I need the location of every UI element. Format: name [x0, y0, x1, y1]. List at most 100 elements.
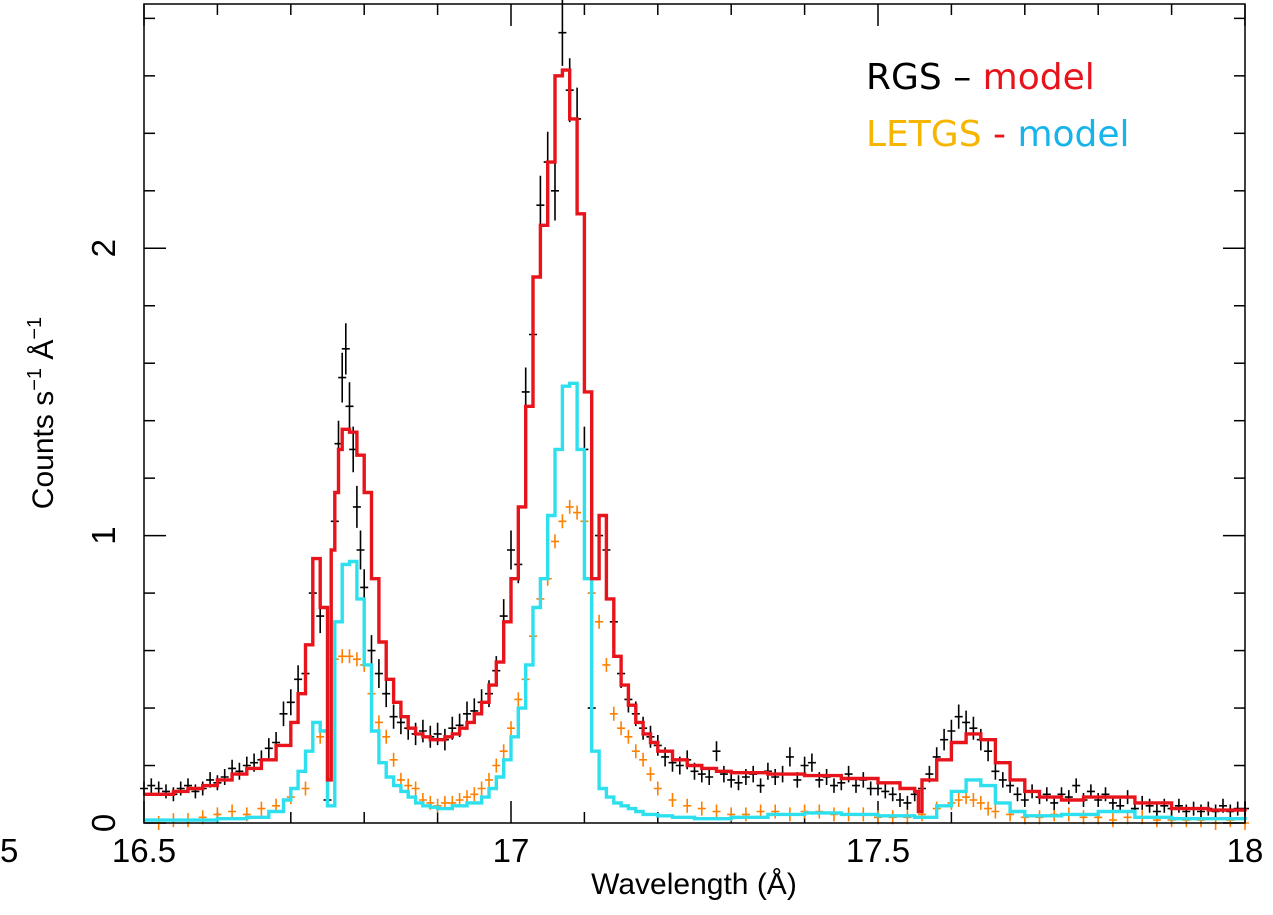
data-point	[785, 747, 794, 767]
data-point	[558, 514, 567, 529]
y-tick-label: 0	[85, 814, 122, 832]
data-point	[646, 767, 655, 782]
data-point	[617, 721, 626, 736]
data-point	[639, 752, 648, 767]
y-axis-label: Counts s−1 Å−1	[24, 317, 60, 509]
data-point	[1108, 813, 1117, 828]
legend-letgs-label: LETGS	[866, 114, 982, 155]
data-point	[367, 635, 376, 667]
data-point	[338, 352, 347, 403]
axis-labels: 16.5 17 17.5 18 5 0 1 2	[0, 239, 1263, 869]
x-tick-label: 17	[493, 832, 530, 869]
x-tick-label-fragment: 5	[0, 832, 18, 869]
data-point	[411, 781, 420, 796]
data-point	[514, 692, 523, 707]
data-point	[1072, 778, 1081, 793]
data-point	[352, 485, 361, 528]
data-point	[507, 721, 515, 736]
y-tick-label: 2	[85, 239, 122, 257]
y-axis-label-exp-2: −1	[24, 317, 46, 340]
data-point	[712, 804, 721, 819]
data-point	[191, 784, 200, 799]
data-point	[352, 652, 361, 667]
data-point	[345, 382, 354, 431]
data-point	[220, 769, 229, 785]
data-point	[485, 772, 493, 787]
data-point	[294, 665, 303, 694]
data-point	[602, 657, 611, 672]
data-point	[1094, 793, 1103, 807]
data-point	[719, 765, 728, 783]
data-point	[984, 801, 993, 816]
series-layer	[140, 0, 1249, 830]
data-point	[962, 710, 971, 735]
data-point	[705, 769, 714, 785]
data-point	[228, 804, 237, 819]
x-tick-label: 17.5	[846, 832, 910, 869]
data-point	[903, 795, 912, 810]
data-point	[624, 729, 633, 744]
data-point	[301, 781, 310, 796]
data-point	[984, 741, 993, 762]
data-point	[470, 787, 479, 802]
data-point	[551, 161, 559, 221]
data-point	[374, 715, 383, 730]
model-line-letgs	[144, 381, 1247, 822]
data-point	[1064, 790, 1073, 805]
data-point	[756, 778, 765, 793]
data-point	[976, 795, 985, 810]
data-point	[852, 778, 860, 793]
data-point	[1160, 798, 1169, 813]
data-point	[1042, 787, 1051, 802]
data-point	[257, 801, 266, 816]
data-point	[1174, 798, 1183, 813]
data-point	[734, 775, 743, 791]
data-point	[345, 649, 354, 664]
data-point	[991, 804, 1000, 819]
data-point	[969, 716, 978, 740]
data-point	[235, 762, 244, 780]
data-point	[338, 649, 347, 664]
data-point	[771, 769, 780, 785]
data-point	[341, 323, 350, 375]
data-point	[1182, 804, 1191, 819]
y-axis-label-unit: Å	[27, 340, 60, 368]
x-tick-label: 18	[1227, 832, 1264, 869]
data-point	[356, 530, 365, 570]
data-point	[697, 801, 706, 816]
data-point	[418, 719, 427, 743]
data-point	[888, 787, 897, 802]
data-point	[991, 762, 1000, 780]
data-point	[712, 741, 721, 762]
data-point	[595, 614, 604, 629]
data-point	[881, 784, 890, 799]
plot-frame	[143, 3, 1246, 824]
data-point	[198, 810, 207, 825]
x-tick-label: 16.5	[112, 832, 176, 869]
legend-entry-rgs: RGS – model	[866, 57, 1095, 98]
data-point	[507, 530, 515, 570]
legend-rgs-model: model	[983, 57, 1095, 98]
data-point	[954, 793, 963, 807]
data-point	[264, 738, 273, 759]
data-point	[382, 680, 391, 708]
data-point	[565, 499, 574, 514]
data-point	[286, 689, 295, 716]
data-point	[1101, 787, 1110, 802]
legend: RGS – model LETGS - model	[866, 57, 1130, 155]
data-point	[940, 728, 949, 751]
data-point	[176, 781, 185, 796]
y-axis-label-exp-1: −1	[24, 368, 46, 391]
data-point	[1013, 787, 1022, 802]
data-point	[800, 756, 809, 775]
data-point	[389, 704, 398, 729]
data-point	[374, 659, 383, 688]
legend-entry-letgs: LETGS - model	[866, 114, 1130, 155]
data-point	[807, 753, 816, 772]
model-line-rgs	[144, 68, 1247, 814]
y-tick-label: 1	[85, 526, 122, 544]
legend-rgs-label: RGS –	[866, 57, 983, 98]
legend-letgs-sep: -	[982, 114, 1018, 155]
data-point	[947, 719, 956, 743]
y-axis-label-base: Counts s	[27, 391, 60, 509]
